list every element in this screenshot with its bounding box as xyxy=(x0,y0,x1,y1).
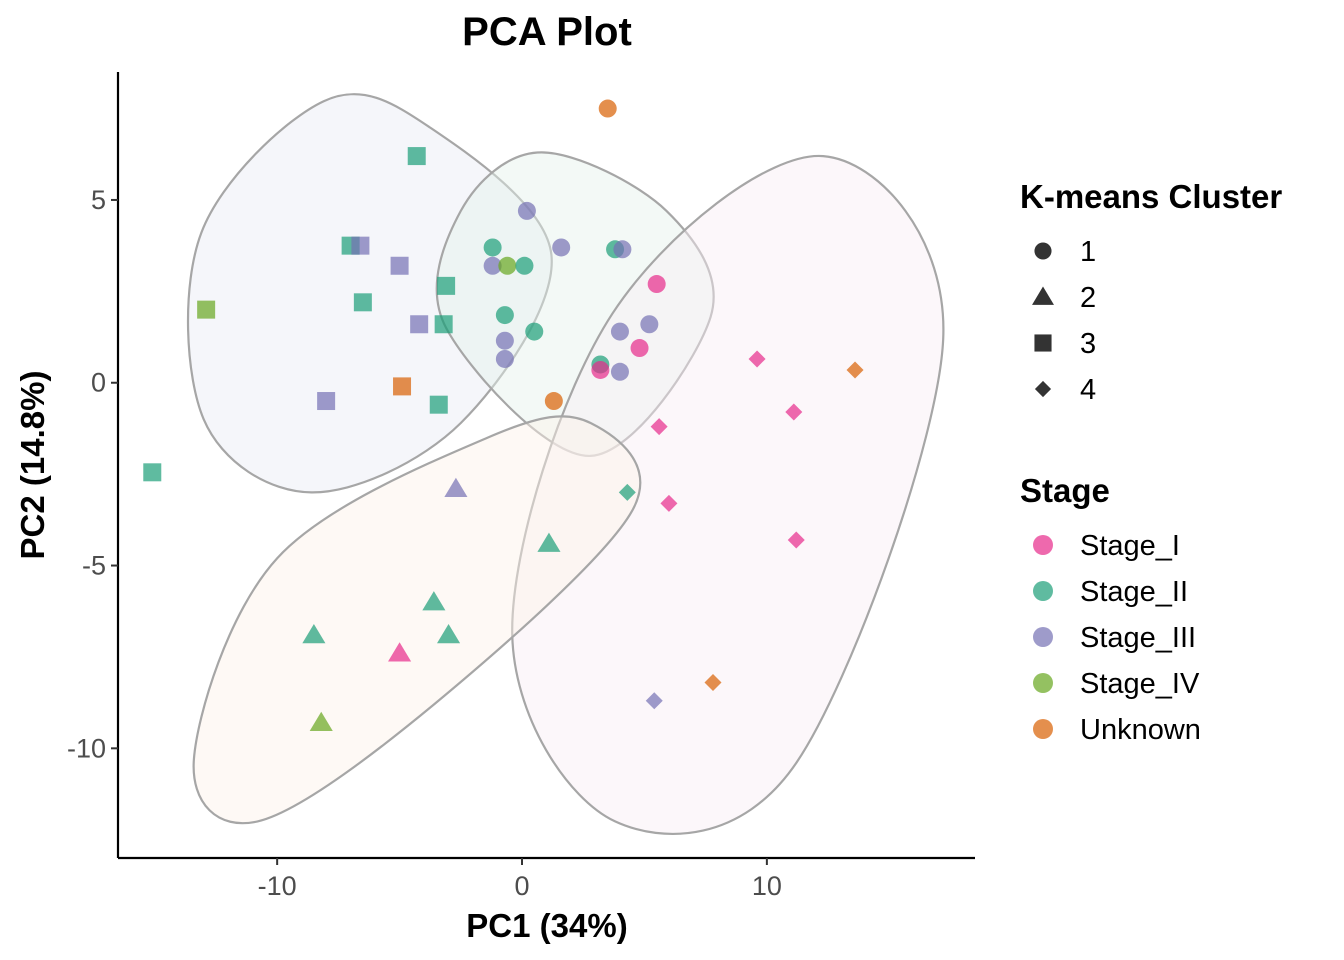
point-cluster-1-stage-iii xyxy=(552,238,571,257)
point-cluster-1-stage-iii xyxy=(495,331,514,350)
point-cluster-1-stage-iii xyxy=(640,315,659,334)
legend-color-swatch xyxy=(1033,535,1053,555)
cluster-2-ellipse xyxy=(192,415,642,825)
point-cluster-1-stage-iii xyxy=(610,322,629,341)
point-cluster-1-stage-iii xyxy=(495,349,514,368)
legend-diamond-icon xyxy=(1034,380,1052,398)
point-cluster-1-stage-iii xyxy=(483,256,502,275)
legend-color-swatch xyxy=(1033,627,1053,647)
cluster-ellipses xyxy=(186,93,945,835)
point-cluster-4-unknown xyxy=(846,361,864,379)
point-cluster-3-stage-ii xyxy=(143,463,162,482)
point-cluster-2-stage-i xyxy=(388,642,412,662)
legend-triangle-icon xyxy=(1032,286,1054,305)
point-cluster-3-stage-ii xyxy=(429,395,448,414)
point-cluster-1-stage-iv xyxy=(498,256,517,275)
y-axis-title: PC2 (14.8%) xyxy=(14,371,51,560)
point-cluster-2-stage-ii xyxy=(537,532,561,552)
point-cluster-4-stage-i xyxy=(660,494,678,512)
shape-legend-title: K-means Cluster xyxy=(1020,178,1282,215)
point-cluster-4-stage-i xyxy=(650,418,668,436)
y-tick-label: -10 xyxy=(67,733,106,763)
point-cluster-4-stage-iii xyxy=(645,692,663,710)
color-legend-label: Stage_II xyxy=(1080,576,1188,608)
legend-square-icon xyxy=(1034,334,1052,352)
point-cluster-1-stage-ii xyxy=(483,238,502,257)
point-cluster-1-stage-iii xyxy=(517,201,536,220)
point-cluster-3-stage-iii xyxy=(390,256,409,275)
point-cluster-1-stage-ii xyxy=(495,306,514,325)
y-tick-label: -5 xyxy=(82,551,106,581)
point-cluster-4-stage-ii xyxy=(618,483,636,501)
color-legend-label: Unknown xyxy=(1080,714,1201,746)
shape-legend-label: 3 xyxy=(1080,328,1096,360)
color-legend-label: Stage_I xyxy=(1080,530,1180,562)
point-cluster-1-stage-ii xyxy=(515,256,534,275)
point-cluster-1-unknown xyxy=(544,392,563,411)
point-cluster-4-stage-i xyxy=(748,350,766,368)
legend-color-swatch xyxy=(1033,581,1053,601)
legend-color-swatch xyxy=(1033,719,1053,739)
cluster-1-ellipse xyxy=(435,151,715,458)
y-tick-label: 0 xyxy=(91,368,106,398)
color-legend-label: Stage_IV xyxy=(1080,668,1200,700)
point-cluster-1-stage-i xyxy=(630,339,649,358)
point-cluster-2-stage-ii xyxy=(422,591,446,611)
legend-circle-icon xyxy=(1034,242,1052,260)
x-axis-ticks: -10 0 10 xyxy=(258,858,782,901)
color-legend: Stage_I Stage_II Stage_III Stage_IV Unknown xyxy=(1033,530,1201,746)
y-axis-ticks: 5 0 -5 -10 xyxy=(67,185,118,763)
y-tick-label: 5 xyxy=(91,185,106,215)
point-cluster-3-stage-ii xyxy=(437,276,456,295)
cluster-3-ellipse xyxy=(186,93,553,494)
x-axis-title: PC1 (34%) xyxy=(466,907,627,944)
point-cluster-2-stage-iii xyxy=(444,477,468,498)
point-cluster-1-unknown xyxy=(598,99,617,118)
point-cluster-1-stage-iii xyxy=(613,240,632,259)
x-tick-label: -10 xyxy=(258,871,297,901)
point-cluster-3-stage-ii xyxy=(407,147,426,166)
shape-legend-label: 2 xyxy=(1080,282,1096,314)
point-cluster-3-stage-iii xyxy=(351,236,370,255)
point-cluster-1-stage-iii xyxy=(610,362,629,381)
legend-color-swatch xyxy=(1033,673,1053,693)
point-cluster-1-stage-ii xyxy=(525,322,544,341)
shape-legend-label: 4 xyxy=(1080,374,1096,406)
x-tick-label: 0 xyxy=(514,871,529,901)
chart-title: PCA Plot xyxy=(462,10,632,54)
point-cluster-3-stage-ii xyxy=(434,315,453,334)
point-cluster-1-stage-i xyxy=(591,360,610,379)
point-cluster-2-stage-ii xyxy=(302,623,326,644)
point-cluster-1-stage-i xyxy=(647,275,666,294)
color-legend-label: Stage_III xyxy=(1080,622,1196,654)
point-cluster-3-stage-iii xyxy=(317,392,336,411)
point-cluster-4-stage-i xyxy=(785,403,803,421)
x-tick-label: 10 xyxy=(752,871,782,901)
point-cluster-3-stage-ii xyxy=(353,293,372,312)
color-legend-title: Stage xyxy=(1020,472,1110,509)
point-cluster-2-stage-ii xyxy=(437,623,461,644)
point-cluster-3-stage-iii xyxy=(410,315,429,334)
shape-legend-label: 1 xyxy=(1080,236,1096,268)
data-points xyxy=(143,99,864,731)
point-cluster-3-unknown xyxy=(393,377,412,396)
point-cluster-3-stage-iv xyxy=(197,300,216,319)
point-cluster-2-stage-iv xyxy=(309,711,333,731)
shape-legend: 1 2 3 4 xyxy=(1032,236,1096,406)
point-cluster-4-stage-i xyxy=(787,531,805,549)
point-cluster-4-unknown xyxy=(704,674,722,692)
